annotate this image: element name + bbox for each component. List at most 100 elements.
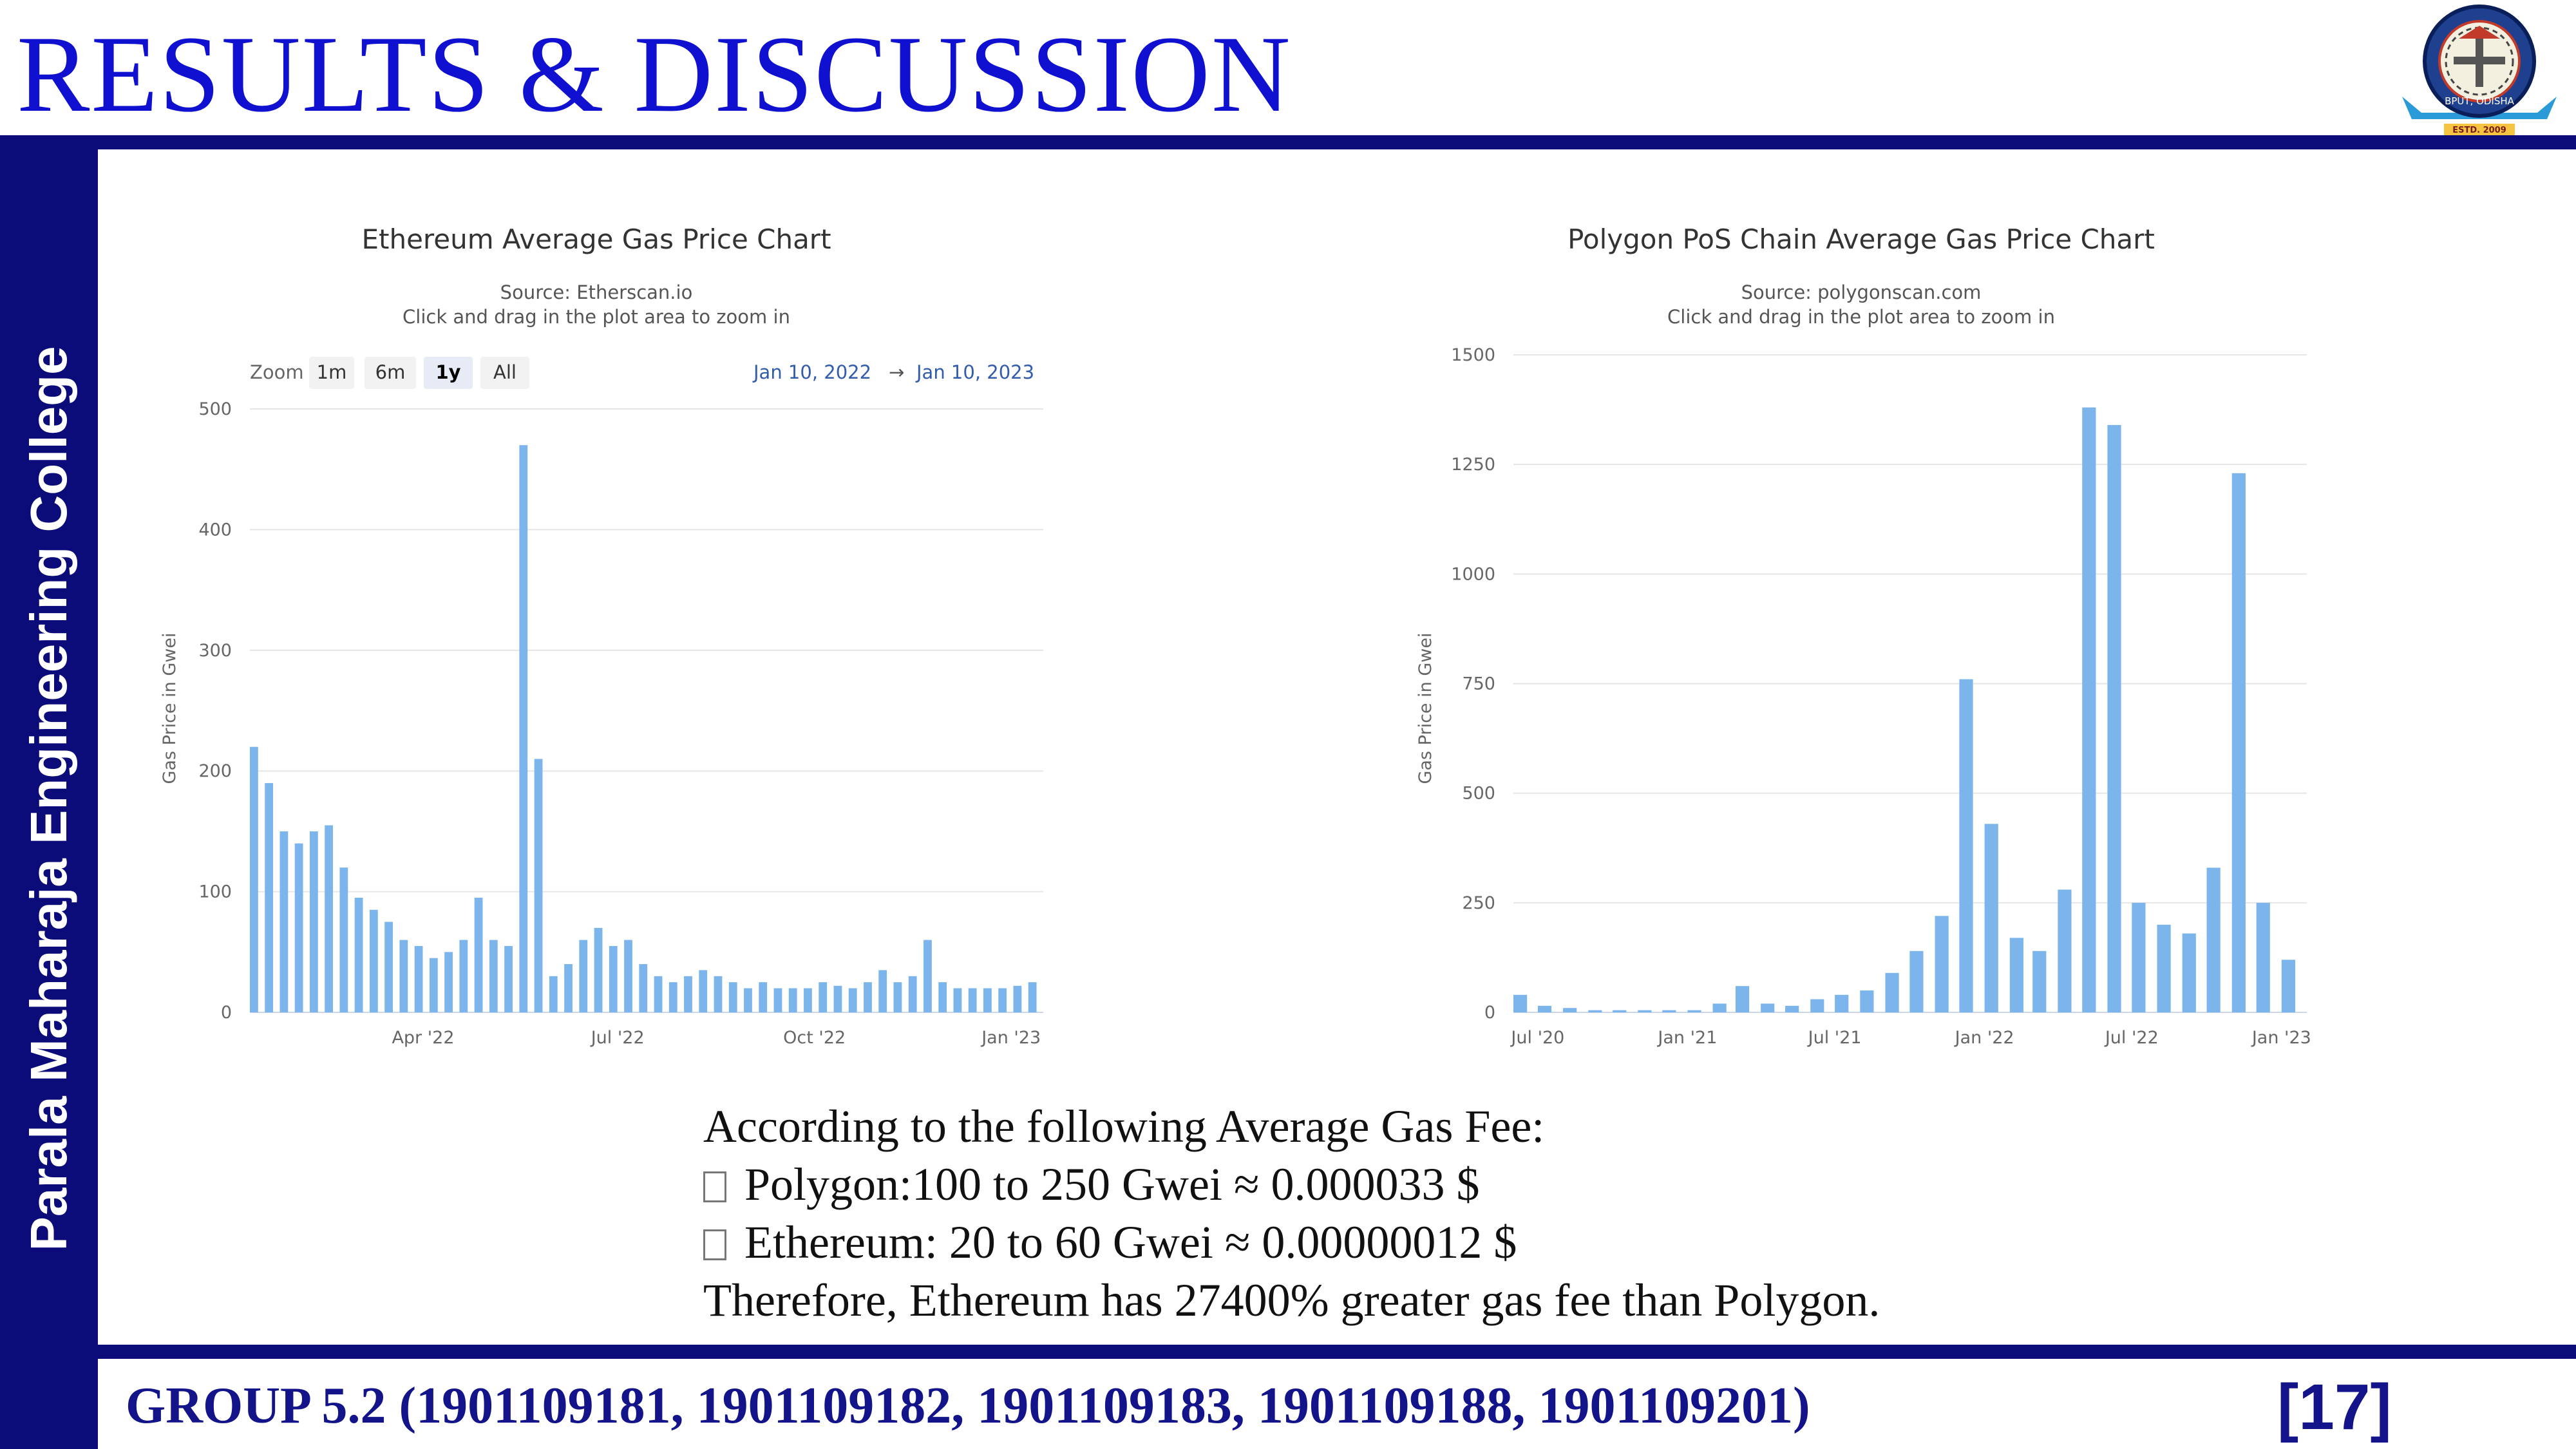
bar[interactable] [294,843,303,1012]
bar[interactable] [833,985,842,1012]
bar[interactable] [2157,924,2171,1012]
bar[interactable] [369,909,378,1012]
bar[interactable] [1959,679,1973,1012]
bar[interactable] [2132,902,2146,1012]
bar[interactable] [819,982,828,1012]
bar[interactable] [325,825,334,1012]
x-tick-label: Jul '22 [590,1028,645,1048]
bar[interactable] [1013,985,1022,1012]
bar[interactable] [668,982,677,1012]
bar[interactable] [2032,951,2047,1012]
bar[interactable] [714,976,723,1012]
bar[interactable] [908,976,917,1012]
bar[interactable] [1662,1010,1676,1012]
bar[interactable] [250,746,258,1012]
bar[interactable] [1735,986,1750,1012]
bar[interactable] [893,982,902,1012]
zoom-button-6m[interactable]: 6m [365,357,416,389]
bar[interactable] [923,940,932,1012]
bar[interactable] [2082,407,2096,1012]
bar[interactable] [1810,999,1824,1012]
bar[interactable] [728,982,737,1012]
bar[interactable] [2058,889,2072,1012]
bar[interactable] [399,940,408,1012]
bar[interactable] [1563,1008,1577,1012]
bar[interactable] [1885,972,1899,1012]
bar[interactable] [309,831,318,1012]
bar[interactable] [1638,1010,1652,1012]
range-from[interactable]: Jan 10, 2022 [752,361,871,383]
bar[interactable] [639,964,648,1012]
bar[interactable] [1588,1010,1602,1012]
bar[interactable] [968,988,977,1012]
polygon-chart-svg[interactable]: Polygon PoS Chain Average Gas Price Char… [1404,206,2499,1069]
bar[interactable] [459,940,468,1012]
bar[interactable] [444,952,453,1012]
zoom-button-all[interactable]: All [480,357,529,389]
bar[interactable] [549,976,558,1012]
bar[interactable] [1835,994,1849,1012]
bar[interactable] [2182,933,2196,1012]
range-to[interactable]: Jan 10, 2023 [915,361,1034,383]
bar[interactable] [1785,1005,1799,1012]
notes-conclusion: Therefore, Ethereum has 27400% greater g… [703,1274,1880,1326]
zoom-button-1y[interactable]: 1y [424,357,473,389]
bar[interactable] [2009,938,2023,1012]
bar[interactable] [2206,867,2221,1012]
bar[interactable] [878,970,887,1012]
chart-subtitle: Source: Etherscan.io [500,281,693,303]
bar[interactable] [773,988,782,1012]
bar[interactable] [2281,960,2296,1012]
bar[interactable] [744,988,752,1012]
bar[interactable] [804,988,812,1012]
bar[interactable] [2256,902,2270,1012]
bar[interactable] [504,945,513,1012]
bar[interactable] [1537,1005,1552,1012]
ethereum-gas-chart[interactable]: Ethereum Average Gas Price Chart Source:… [148,206,1243,1069]
bar[interactable] [354,897,363,1012]
bar[interactable] [1984,824,1998,1012]
bar[interactable] [1513,994,1528,1012]
bar[interactable] [938,982,947,1012]
bar[interactable] [1860,990,1874,1012]
bar[interactable] [489,940,498,1012]
bar[interactable] [2231,473,2246,1012]
bar[interactable] [339,867,348,1012]
bar[interactable] [953,988,962,1012]
bar[interactable] [609,945,618,1012]
polygon-gas-chart[interactable]: Polygon PoS Chain Average Gas Price Char… [1404,206,2499,1069]
bar[interactable] [624,940,632,1012]
bar[interactable] [474,897,483,1012]
bar[interactable] [1687,1010,1701,1012]
bar[interactable] [265,782,274,1012]
zoom-button-1m[interactable]: 1m [309,357,354,389]
bar[interactable] [2107,424,2121,1012]
bar[interactable] [759,982,768,1012]
bar[interactable] [429,958,438,1012]
bar[interactable] [1935,916,1949,1012]
bar[interactable] [519,445,528,1012]
y-tick-label: 1000 [1451,564,1495,584]
bar[interactable] [788,988,797,1012]
bar[interactable] [384,922,393,1012]
bar[interactable] [579,940,588,1012]
bar[interactable] [279,831,289,1012]
bar[interactable] [594,927,603,1012]
bar[interactable] [564,964,573,1012]
bar[interactable] [534,759,543,1012]
ethereum-chart-svg[interactable]: Ethereum Average Gas Price Chart Source:… [148,206,1243,1069]
bar[interactable] [1909,951,1924,1012]
bar[interactable] [684,976,692,1012]
bar[interactable] [1028,982,1037,1012]
bar[interactable] [654,976,663,1012]
y-tick-label: 1500 [1451,345,1495,365]
bar[interactable] [1613,1010,1627,1012]
bar[interactable] [1761,1003,1775,1012]
bar[interactable] [414,945,423,1012]
bar[interactable] [983,988,992,1012]
bar[interactable] [1712,1003,1727,1012]
bar[interactable] [864,982,872,1012]
bar[interactable] [699,970,708,1012]
bar[interactable] [848,988,857,1012]
bar[interactable] [998,988,1007,1012]
